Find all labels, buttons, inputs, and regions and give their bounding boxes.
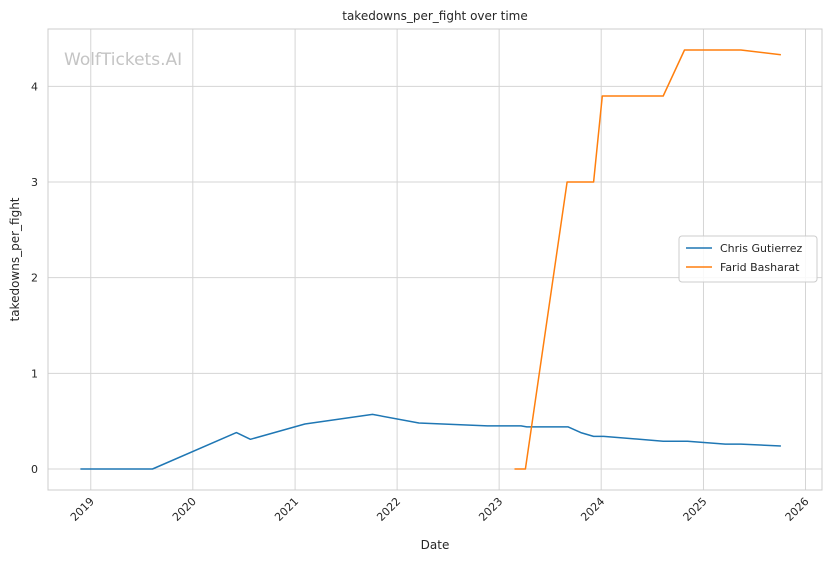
x-axis-label: Date (421, 538, 450, 552)
watermark: WolfTickets.AI (64, 50, 182, 70)
y-tick-label: 4 (31, 80, 38, 93)
chart-title: takedowns_per_fight over time (342, 9, 528, 23)
legend-box (678, 235, 818, 283)
y-tick-label: 2 (31, 272, 38, 285)
legend-entry-label: Farid Basharat (720, 261, 800, 274)
y-axis-ticks: 0 1 2 3 4 (31, 80, 38, 476)
series-layer (80, 49, 781, 470)
series-line-farid-basharat (514, 49, 781, 470)
plot-frame (47, 28, 823, 491)
y-tick-label: 0 (31, 463, 38, 476)
y-tick-label: 3 (31, 176, 38, 189)
legend-entry-label: Chris Gutierrez (720, 242, 802, 255)
y-axis-label: takedowns_per_fight (8, 197, 22, 321)
series-line-chris-gutierrez (80, 413, 781, 470)
legend: Chris Gutierrez Farid Basharat (678, 235, 818, 283)
y-tick-label: 1 (31, 367, 38, 380)
